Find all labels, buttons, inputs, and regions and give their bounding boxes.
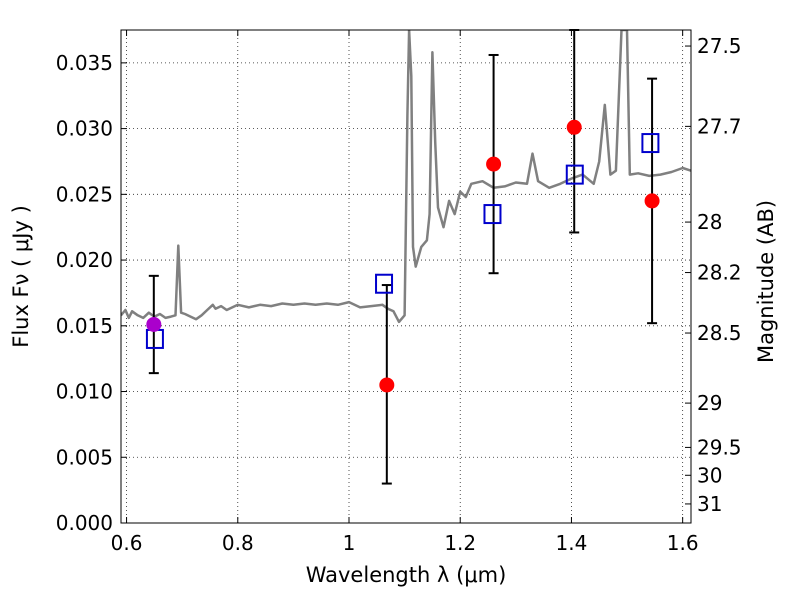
y-tick-label: 0.030: [56, 117, 113, 141]
right-tick-label: 29: [697, 391, 722, 415]
observed-point: [486, 156, 502, 172]
data-points: [145, 29, 660, 485]
y-tick-label: 0.035: [56, 51, 113, 75]
right-tick-label: 29.5: [697, 435, 742, 459]
right-tick-label: 27.7: [697, 114, 742, 138]
right-tick-label: 31: [697, 492, 722, 516]
right-axis-label: Magnitude (AB): [754, 200, 778, 363]
x-tick-label: 1.2: [444, 531, 476, 555]
y-tick-label: 0.010: [56, 380, 113, 404]
spectrum-line: [121, 30, 691, 324]
right-tick-label: 28.2: [697, 261, 742, 285]
observed-point: [146, 316, 162, 332]
y-tick-label: 0.020: [56, 248, 113, 272]
y-tick-label: 0.000: [56, 511, 113, 535]
right-tick-label: 28.5: [697, 321, 742, 345]
observed-point: [379, 377, 395, 393]
x-axis-label: Wavelength λ (μm): [306, 563, 507, 587]
model-box: [375, 273, 394, 294]
x-tick-label: 0.8: [222, 531, 254, 555]
right-tick-label: 27.5: [697, 34, 742, 58]
y-tick-label: 0.025: [56, 182, 113, 206]
model-box: [483, 204, 502, 225]
y-tick-label: 0.005: [56, 445, 113, 469]
model-box: [145, 328, 164, 349]
axis-ticks: 0.6 0.8 1 1.2 1.4 1.6 0.000 0.005 0.010 0.015 0.02…: [56, 30, 742, 555]
x-tick-label: 1.6: [667, 531, 699, 555]
y-tick-label: 0.015: [56, 314, 113, 338]
model-spectrum: [121, 30, 691, 324]
observed-point: [644, 193, 660, 209]
model-box: [565, 164, 584, 185]
y-axis-label: Flux Fν ( μJy ): [9, 205, 33, 348]
x-tick-label: 1: [343, 531, 356, 555]
plot-frame: [120, 29, 692, 524]
x-tick-label: 0.6: [111, 531, 143, 555]
right-tick-label: 30: [697, 463, 722, 487]
observed-point: [566, 119, 582, 135]
right-tick-label: 28: [697, 210, 722, 234]
x-tick-label: 1.4: [556, 531, 588, 555]
model-box: [641, 133, 660, 154]
